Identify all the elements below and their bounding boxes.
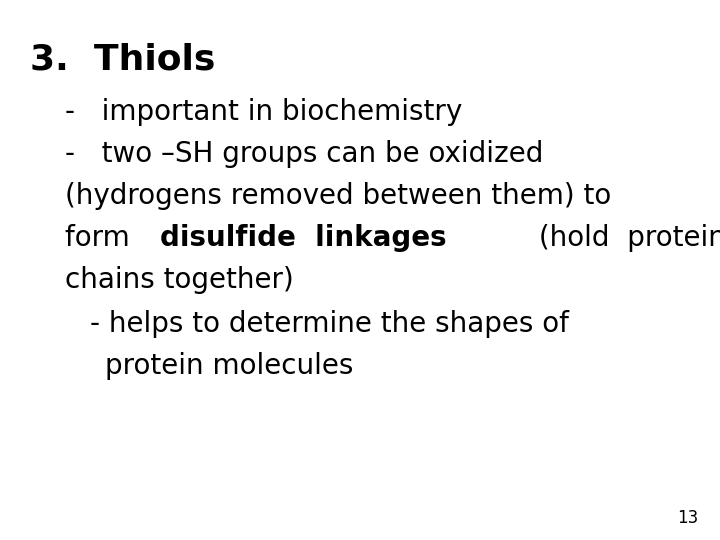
Text: (hydrogens removed between them) to: (hydrogens removed between them) to — [65, 182, 611, 210]
Text: -   two –SH groups can be oxidized: - two –SH groups can be oxidized — [65, 140, 544, 168]
Text: 3.  Thiols: 3. Thiols — [30, 42, 215, 76]
Text: - helps to determine the shapes of: - helps to determine the shapes of — [90, 310, 569, 338]
Text: disulfide  linkages: disulfide linkages — [160, 224, 446, 252]
Text: (hold  protein: (hold protein — [530, 224, 720, 252]
Text: chains together): chains together) — [65, 266, 294, 294]
Text: form: form — [65, 224, 139, 252]
Text: 13: 13 — [678, 509, 698, 527]
Text: -   important in biochemistry: - important in biochemistry — [65, 98, 462, 126]
Text: protein molecules: protein molecules — [105, 352, 354, 380]
